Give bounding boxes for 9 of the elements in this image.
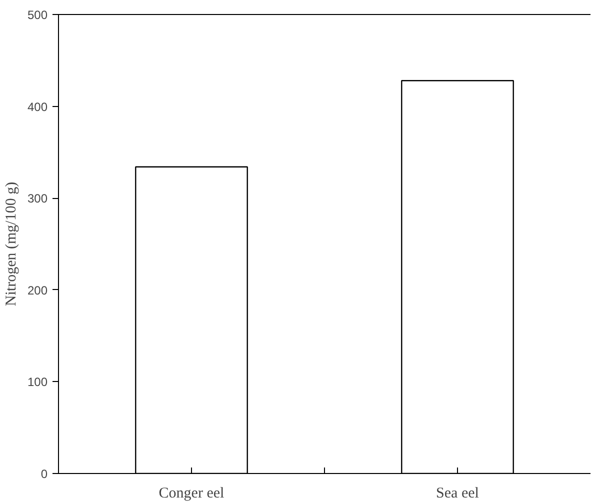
y-tick-label: 100 xyxy=(27,375,48,390)
y-axis-title: Nitrogen (mg/100 g) xyxy=(3,182,20,306)
x-tick-label: Sea eel xyxy=(436,486,479,502)
y-tick-label: 200 xyxy=(27,283,48,298)
y-tick-label: 500 xyxy=(27,8,48,22)
y-tick-label: 300 xyxy=(27,192,48,206)
x-tick-label: Conger eel xyxy=(158,486,224,502)
y-tick-label: 0 xyxy=(40,467,48,481)
y-tick-label: 400 xyxy=(27,100,48,114)
